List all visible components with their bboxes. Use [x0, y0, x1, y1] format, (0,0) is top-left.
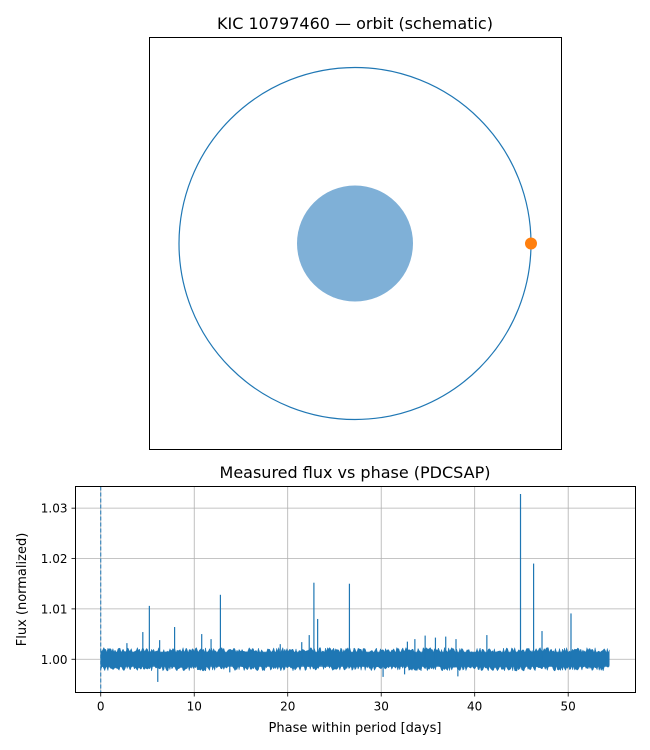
x-tick-label: 30 [374, 700, 389, 714]
orbit-frame [149, 37, 562, 450]
y-axis-ticks: 1.00 1.01 1.02 1.03 [41, 502, 76, 667]
x-tick-label: 40 [467, 700, 482, 714]
flux-panel: Measured flux vs phase (PDCSAP) 0 10 20 30 4… [15, 463, 636, 736]
x-tick-label: 50 [561, 700, 576, 714]
y-axis-label: Flux (normalized) [15, 533, 30, 647]
y-tick-label: 1.00 [41, 653, 68, 667]
x-tick-label: 20 [280, 700, 295, 714]
host-star [297, 185, 413, 302]
orbit-title: KIC 10797460 — orbit (schematic) [217, 14, 493, 33]
planet-marker [525, 237, 537, 250]
y-tick-label: 1.02 [41, 552, 68, 566]
y-tick-label: 1.01 [41, 602, 68, 616]
x-axis-label: Phase within period [days] [269, 721, 442, 736]
noise-trace [100, 646, 610, 672]
x-tick-label: 0 [97, 700, 105, 714]
flux-title: Measured flux vs phase (PDCSAP) [220, 463, 491, 482]
flux-frame [75, 486, 636, 693]
x-tick-label: 10 [187, 700, 202, 714]
flux-series [100, 494, 610, 682]
y-tick-label: 1.03 [41, 502, 68, 516]
x-axis-ticks: 0 10 20 30 40 50 [97, 692, 576, 714]
orbit-panel: KIC 10797460 — orbit (schematic) [149, 14, 562, 450]
